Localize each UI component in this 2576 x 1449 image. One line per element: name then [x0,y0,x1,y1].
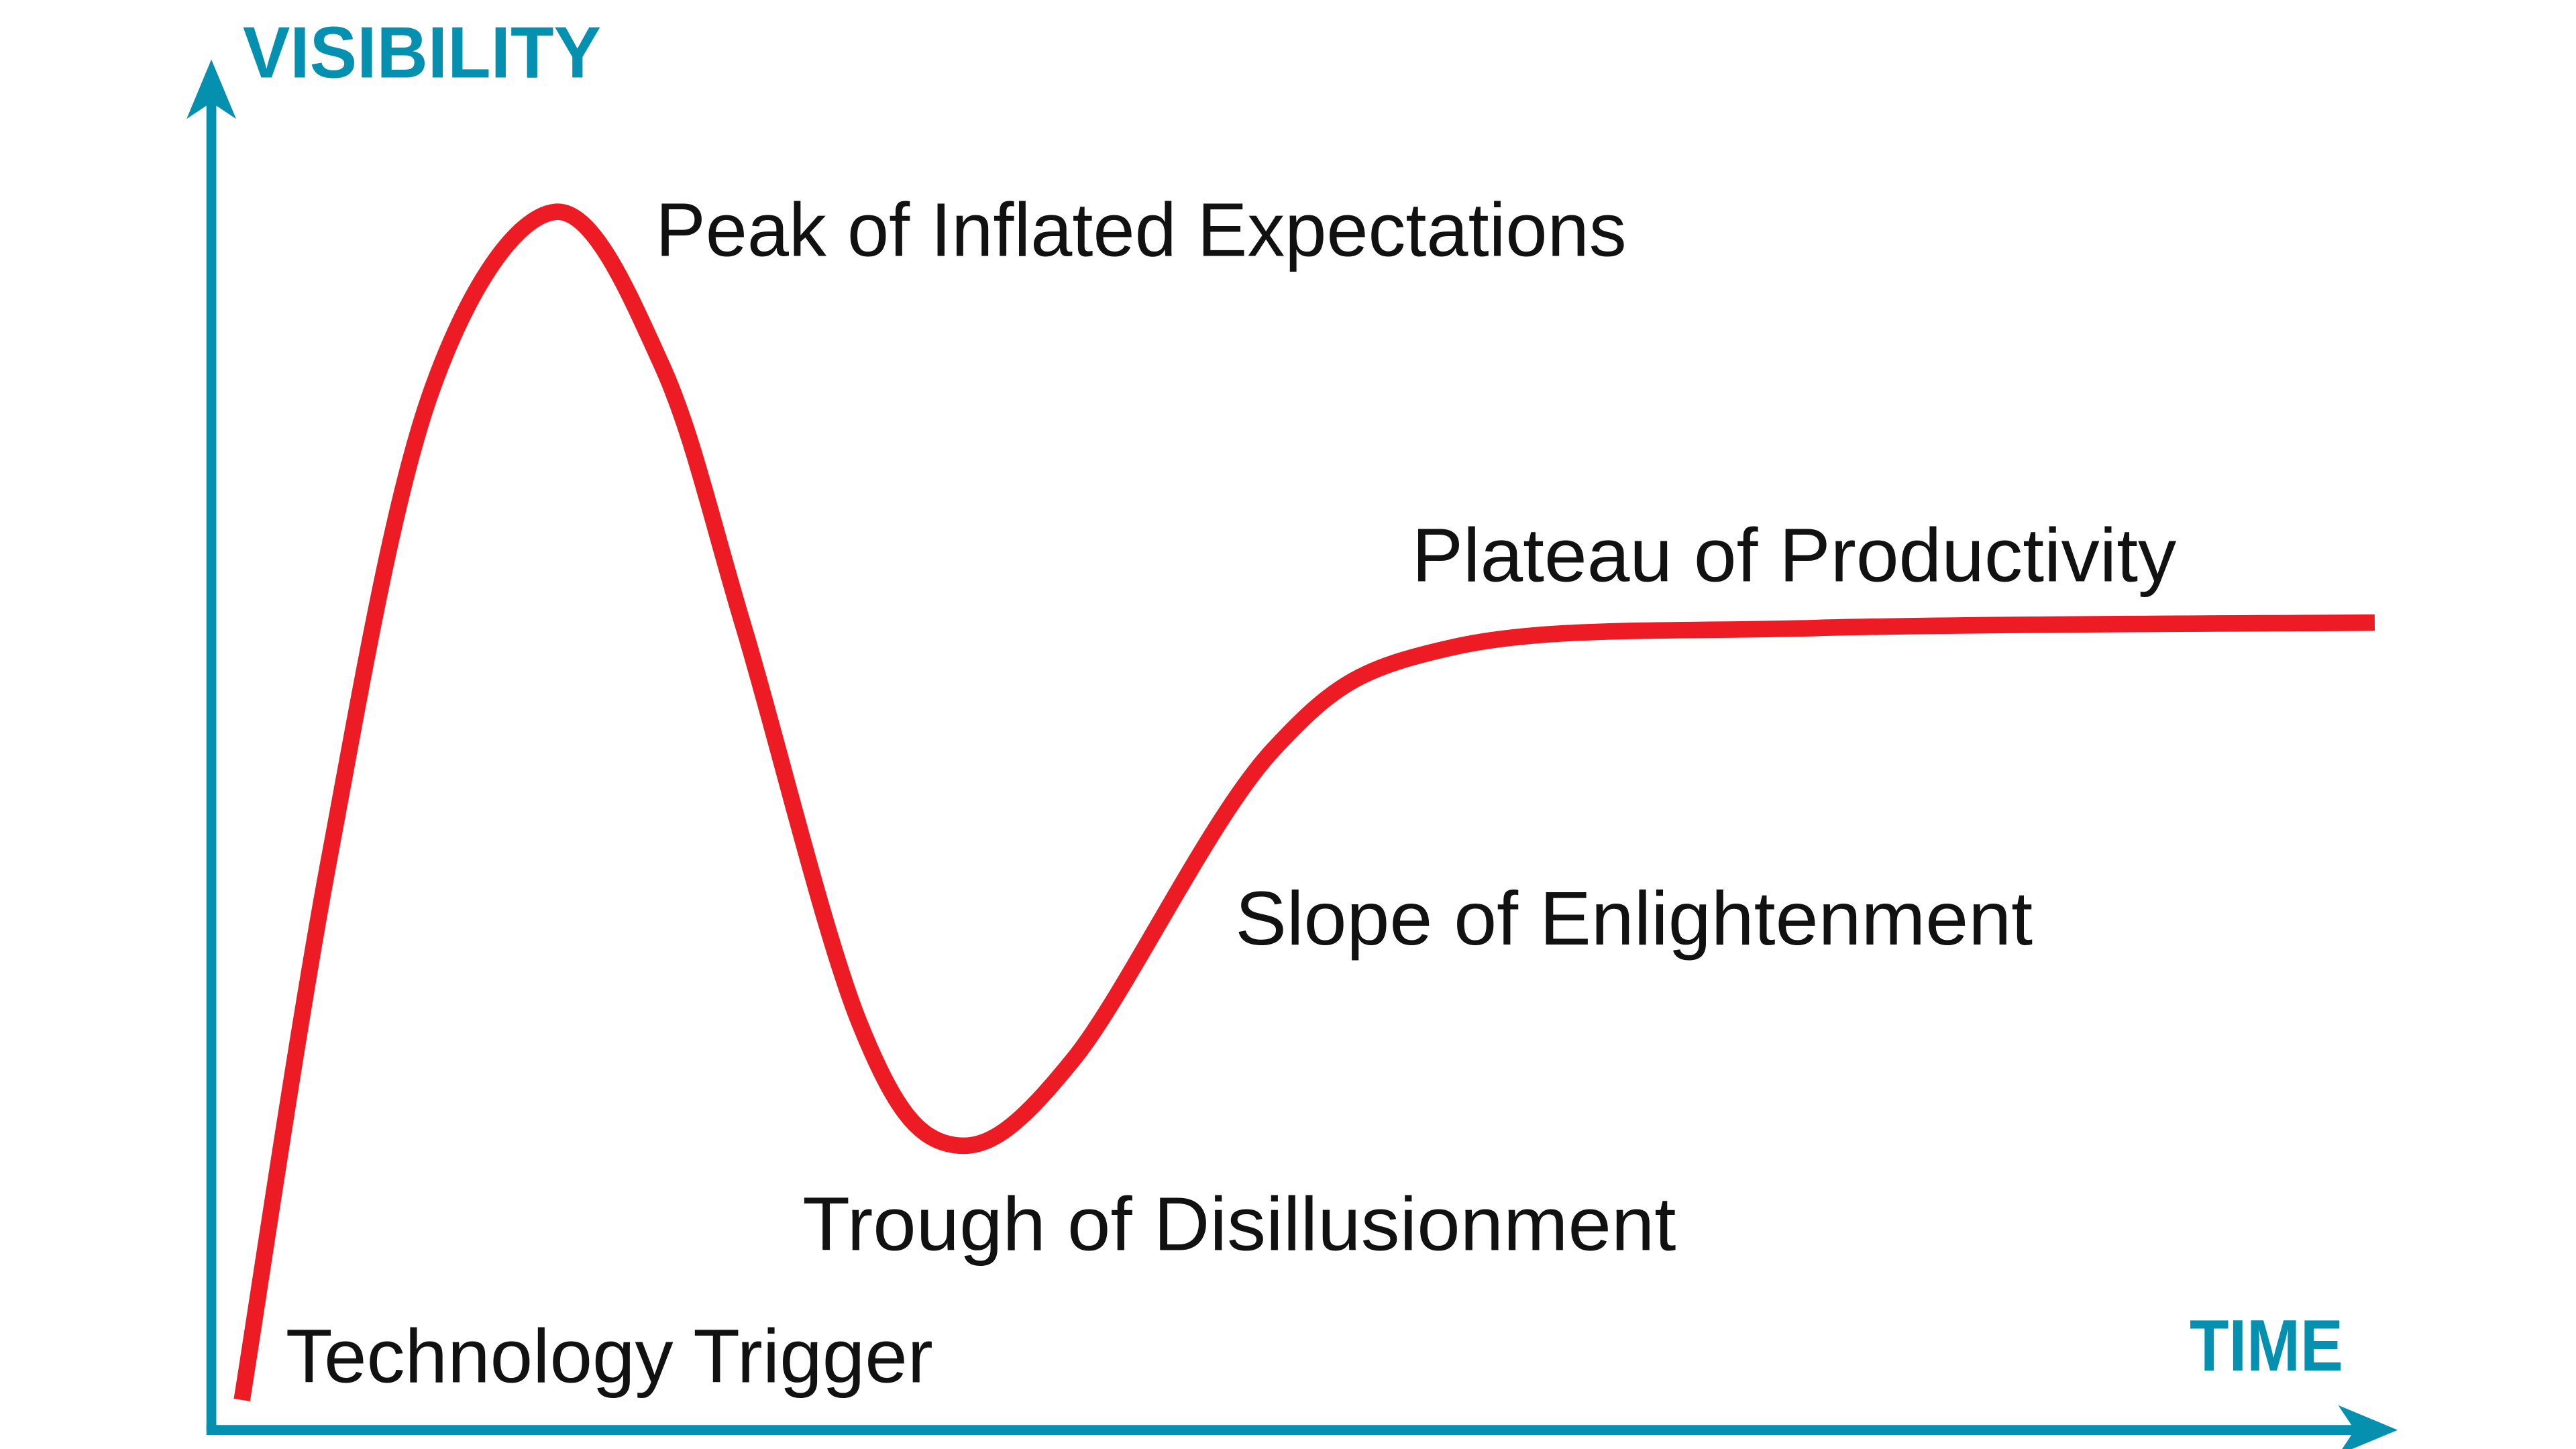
hype-curve-line [233,203,2375,1401]
label-peak-of-inflated-expectations: Peak of Inflated Expectations [655,187,1626,272]
label-slope-of-enlightenment: Slope of Enlightenment [1235,875,2033,961]
x-axis-label: TIME [2190,1305,2343,1386]
label-trough-of-disillusionment: Trough of Disillusionment [802,1181,1676,1266]
label-plateau-of-productivity: Plateau of Productivity [1412,512,2177,597]
label-technology-trigger: Technology Trigger [286,1313,933,1398]
y-axis-arrow-icon [186,59,236,119]
x-axis-arrow-icon [2338,1405,2398,1449]
y-axis-label: VISIBILITY [243,12,601,93]
